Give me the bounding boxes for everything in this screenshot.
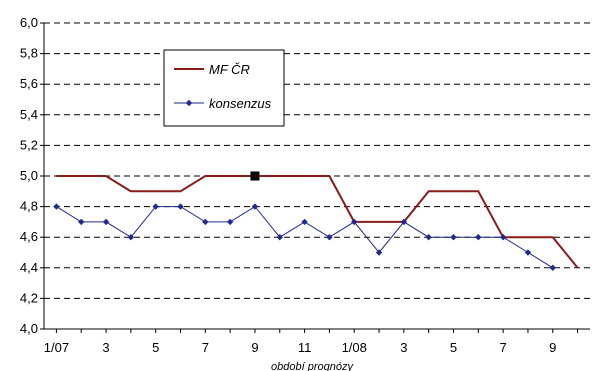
y-tick-label: 4,4 — [20, 260, 38, 275]
y-tick-label: 4,8 — [20, 199, 38, 214]
legend-label: konsenzus — [209, 96, 272, 111]
x-tick-label: 5 — [450, 340, 457, 355]
data-point — [351, 218, 358, 226]
y-tick-label: 5,2 — [20, 137, 38, 152]
y-tick-label: 5,0 — [20, 168, 38, 183]
data-point — [78, 218, 85, 226]
data-point — [276, 234, 283, 241]
data-point — [499, 234, 507, 241]
legend-label: MF ČR — [209, 62, 250, 77]
x-tick-label: 3 — [400, 340, 407, 355]
data-point — [251, 203, 259, 210]
data-point — [226, 218, 234, 226]
data-point — [127, 234, 135, 241]
data-point — [549, 264, 556, 271]
x-axis-label: období prognózy — [271, 361, 354, 371]
data-point — [524, 249, 532, 256]
legend: MF ČR konsenzus — [163, 49, 285, 127]
x-tick-label: 1/08 — [342, 340, 367, 355]
series-line-mf-cr — [56, 175, 579, 269]
y-tick-label: 5,6 — [20, 76, 38, 91]
data-point — [475, 234, 482, 241]
y-axis-ticks: 4,0 4,2 4,4 4,6 4,8 5,0 5,2 5,4 5,6 5,8 6,0 — [20, 15, 44, 336]
gridlines — [44, 22, 590, 299]
x-tick-label: 11 — [298, 340, 312, 355]
y-tick-label: 5,4 — [20, 107, 38, 122]
data-point — [375, 249, 383, 256]
legend-marker — [185, 99, 193, 107]
y-tick-label: 4,6 — [20, 229, 38, 244]
highlight-point — [250, 171, 260, 181]
data-point — [400, 218, 408, 226]
x-tick-label: 1/07 — [44, 340, 69, 355]
x-tick-label: 7 — [500, 340, 507, 355]
data-point — [102, 218, 110, 226]
axes — [43, 23, 590, 330]
y-tick-label: 4,2 — [20, 290, 38, 305]
x-tick-label: 3 — [102, 340, 109, 355]
x-tick-label: 9 — [549, 340, 556, 355]
y-tick-label: 4,0 — [20, 321, 38, 336]
x-tick-label: 5 — [152, 340, 159, 355]
x-tick-label: 7 — [202, 340, 209, 355]
data-point — [301, 218, 308, 226]
series-lines — [53, 171, 579, 271]
data-point — [450, 234, 457, 241]
data-point — [202, 218, 209, 226]
x-axis-ticks: 1/07 3 5 7 9 11 1/08 3 5 7 9 — [44, 329, 579, 355]
data-point — [425, 234, 432, 241]
legend-box — [163, 49, 285, 127]
x-tick-label: 9 — [251, 340, 258, 355]
data-point — [152, 203, 159, 210]
data-point — [53, 203, 60, 210]
data-point — [177, 203, 184, 210]
y-tick-label: 6,0 — [20, 15, 38, 30]
y-tick-label: 5,8 — [20, 46, 38, 61]
data-point — [326, 234, 333, 241]
